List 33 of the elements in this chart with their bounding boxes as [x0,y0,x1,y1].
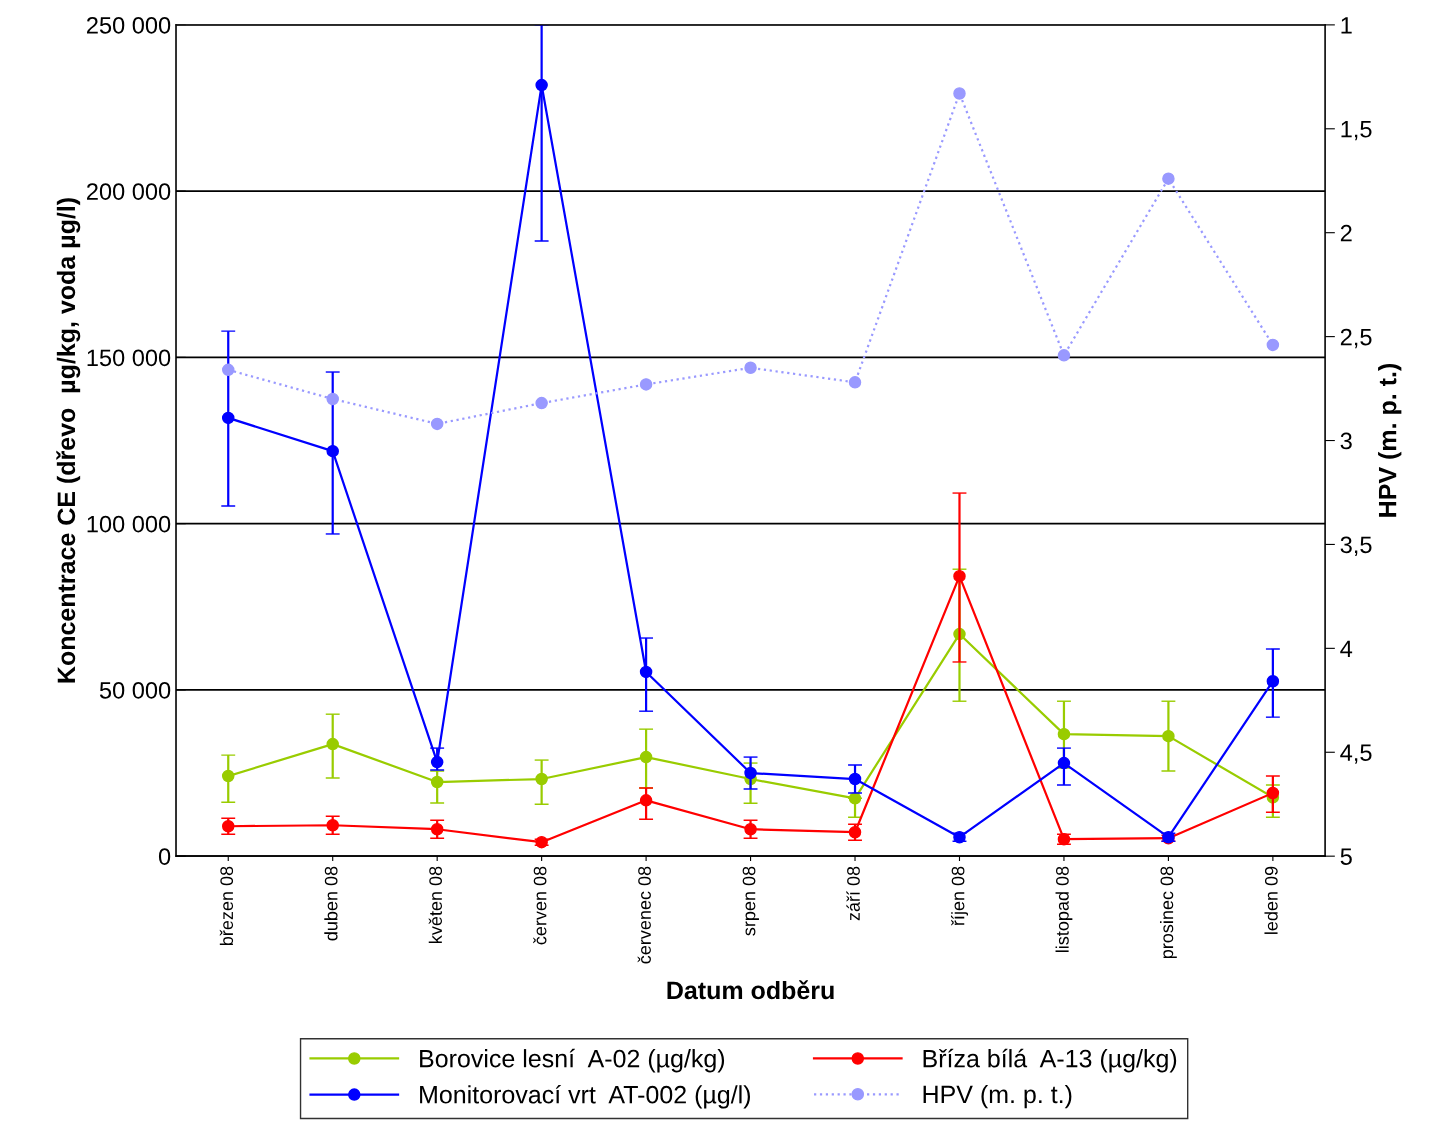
y2-tick-label: 4 [1340,640,1353,657]
y2-tick-label: 1,5 [1341,121,1372,141]
y-tick-label: 250 000 [87,16,171,34]
y-axis-title: Koncentrace CE (dřevo µg/kg, voda µg/l) [56,198,81,683]
x-tick-label: březen 08 [219,866,234,946]
y2-axis-title: HPV (m. p. t.) [1378,363,1402,517]
y2-tick-label: 3,5 [1340,536,1372,557]
x-tick-label: srpen 08 [742,866,759,936]
x-tick-label: prosinec 08 [1160,866,1177,959]
y2-tick-label: 3 [1340,432,1352,450]
y2-tick-label: 5 [1340,848,1352,865]
x-axis-title: Datum odběru [667,980,834,1000]
y2-tick-label: 2 [1340,224,1352,242]
x-tick-label: květen 08 [428,866,443,943]
x-tick-label: září 08 [846,866,860,921]
x-tick-label: duben 08 [324,866,338,941]
x-tick-label: leden 09 [1264,866,1278,934]
x-tick-label: červenec 08 [637,866,651,964]
y2-tick-label: 2,5 [1340,328,1372,349]
y-tick-label: 150 000 [87,349,171,367]
y2-tick-label: 4,5 [1340,744,1372,764]
x-tick-label: listopad 08 [1055,866,1073,952]
x-tick-label: červen 08 [533,866,547,945]
y-tick-label: 50 000 [99,681,171,699]
x-tick-label: říjen 08 [950,866,969,926]
y-tick-label: 0 [158,848,171,865]
legend-label: Bříza bílá A-13 (µg/kg) [923,1048,1177,1073]
legend-label: Borovice lesní A-02 (µg/kg) [420,1048,725,1073]
legend-label: Monitorovací vrt AT-002 (µg/l) [420,1084,750,1109]
y-tick-label: 100 000 [87,515,171,533]
legend-label: HPV (m. p. t.) [923,1084,1072,1109]
y2-tick-label: 1 [1341,17,1352,34]
y-tick-label: 200 000 [87,183,171,200]
